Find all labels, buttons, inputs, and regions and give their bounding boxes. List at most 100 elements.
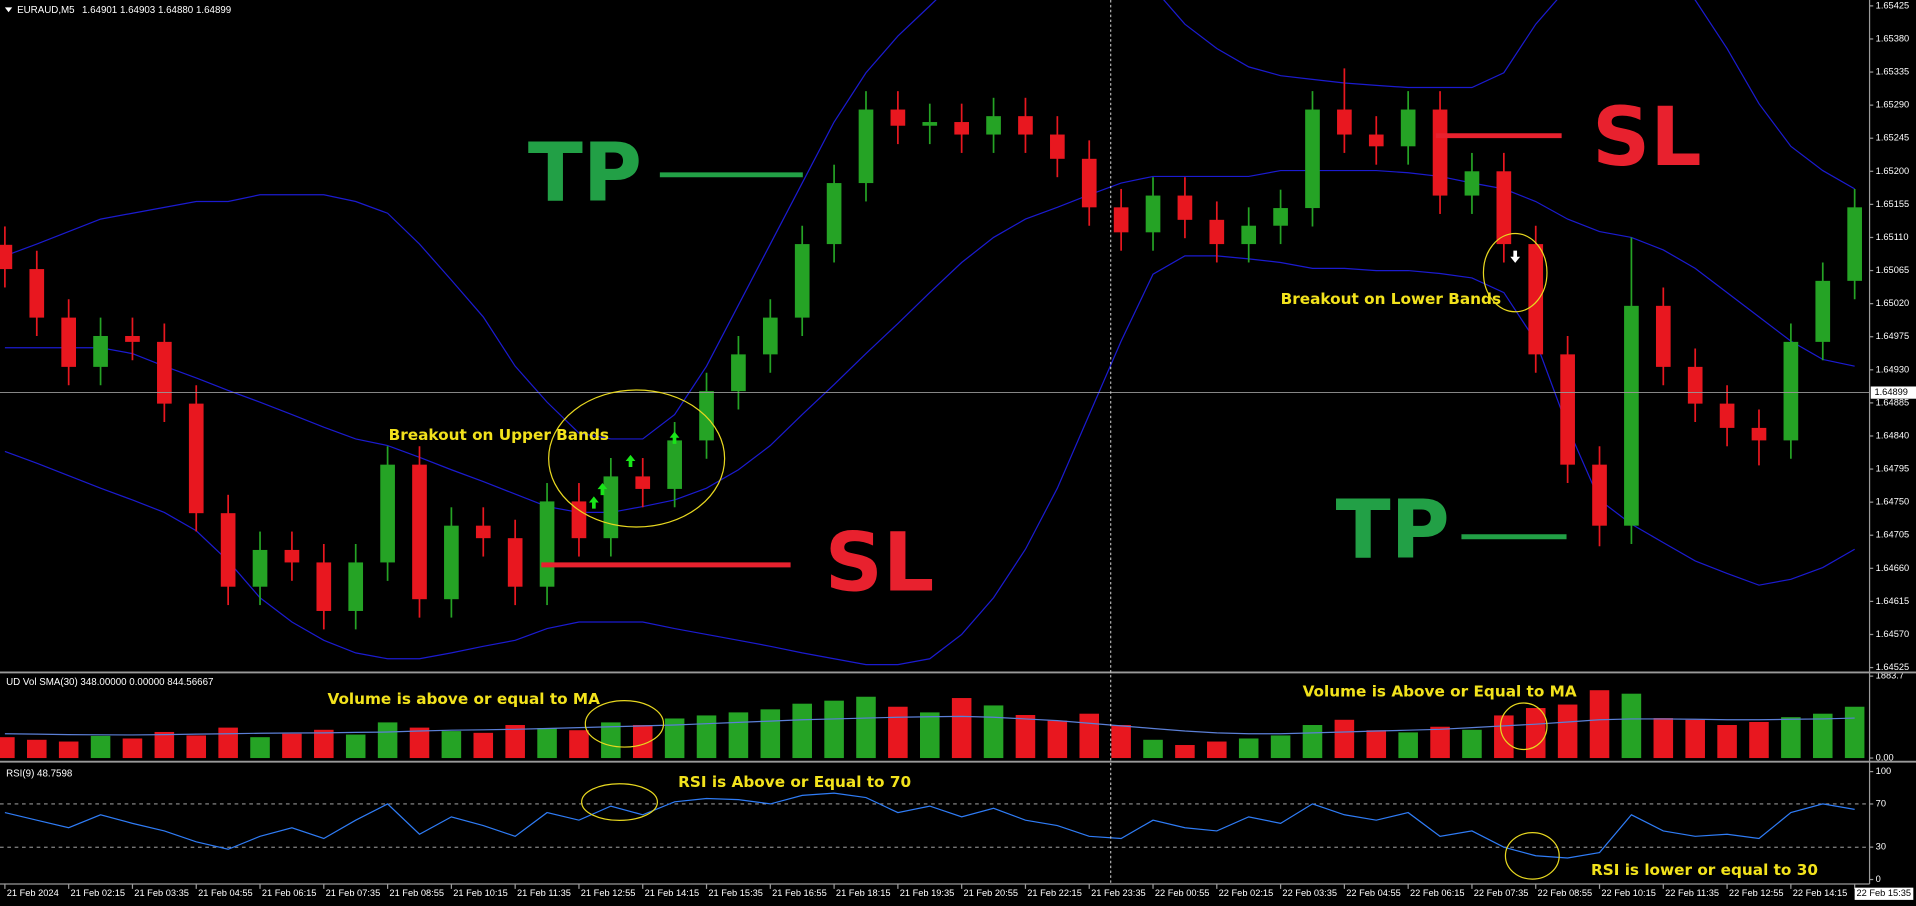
x-tick-label: 22 Feb 08:55 xyxy=(1538,888,1593,898)
volume-bar xyxy=(888,706,908,759)
candle-body xyxy=(1496,171,1512,245)
x-tick-label: 22 Feb 07:35 xyxy=(1474,888,1529,898)
volume-bar xyxy=(1525,708,1546,759)
candle-body xyxy=(571,501,587,539)
candle-body xyxy=(412,464,427,600)
buy-arrow xyxy=(625,454,636,468)
volume-bar xyxy=(186,735,207,759)
y-tick-label: 1.64660 xyxy=(1876,563,1909,573)
y-tick-label: 1.64975 xyxy=(1876,331,1909,341)
x-tick-label: 21 Feb 03:35 xyxy=(134,888,189,898)
candle-body xyxy=(762,317,778,355)
y-tick-label: 1883.7 xyxy=(1876,671,1904,681)
y-tick-label: 0 xyxy=(1876,874,1881,884)
candle-body xyxy=(890,109,906,126)
volume-bar xyxy=(1653,718,1674,759)
candle-body xyxy=(1432,109,1448,196)
candle-body xyxy=(539,501,555,587)
candle-body xyxy=(858,109,874,184)
rsi-line xyxy=(4,792,1855,859)
volume-bar xyxy=(1717,725,1737,759)
quote: 1.64901 1.64903 1.64880 1.64899 xyxy=(82,4,231,15)
y-tick-label: 1.64570 xyxy=(1876,629,1909,639)
menu-triangle[interactable] xyxy=(4,7,13,13)
y-tick-label: 1.65065 xyxy=(1876,265,1909,275)
y-tick-label: 1.65155 xyxy=(1876,199,1909,209)
x-tick-label: 21 Feb 11:35 xyxy=(517,888,571,898)
volume-bar xyxy=(728,712,749,759)
volume-bar xyxy=(1366,730,1387,759)
x-tick-label: 22 Feb 03:35 xyxy=(1282,888,1337,898)
y-tick-label: 1.64615 xyxy=(1876,596,1909,606)
symbol: EURAUD,M5 xyxy=(17,4,75,15)
volume-bar xyxy=(983,705,1004,759)
candle-body xyxy=(826,183,842,245)
candle-body xyxy=(348,562,364,611)
current-price-label: 1.64899 xyxy=(1874,387,1907,397)
y-tick-label: 1.65200 xyxy=(1876,166,1909,176)
x-tick-label: 21 Feb 19:35 xyxy=(900,888,955,898)
candle-body xyxy=(220,513,236,587)
candle-body xyxy=(125,335,140,342)
candle-body xyxy=(1560,354,1575,465)
highlight-ellipses xyxy=(548,232,1560,880)
candle-body xyxy=(507,538,523,587)
volume-bar xyxy=(1685,719,1705,759)
candle-body xyxy=(1687,366,1703,404)
volume-bar xyxy=(1047,720,1068,759)
y-tick-label: 1.65425 xyxy=(1876,0,1909,10)
candle-body xyxy=(794,244,810,318)
y-tick-label: 1.64795 xyxy=(1876,464,1909,474)
candle-body xyxy=(1592,464,1607,526)
y-tick-label: 1.65335 xyxy=(1876,67,1909,77)
candle-body xyxy=(1751,427,1767,441)
volume-bar xyxy=(0,737,15,759)
volume-title: UD Vol SMA(30) 348.00000 0.00000 844.566… xyxy=(6,677,213,688)
sl-label: SL xyxy=(825,516,934,610)
x-tick-label: 21 Feb 18:15 xyxy=(836,888,891,898)
volume-bar xyxy=(537,728,557,759)
volume-bar xyxy=(505,725,525,759)
volume-bar xyxy=(1207,741,1227,759)
x-tick-label: 21 Feb 04:55 xyxy=(198,888,253,898)
y-tick-label: 1.64930 xyxy=(1876,364,1909,374)
tp-label: TP xyxy=(528,126,642,220)
volume-bar xyxy=(569,730,589,759)
x-tick-label: 21 Feb 20:55 xyxy=(963,888,1018,898)
sell-arrow xyxy=(1510,250,1521,263)
x-tick-label: 22 Feb 15:35 xyxy=(1856,888,1911,898)
volume-bar xyxy=(760,709,781,759)
annotation: Breakout on Upper Bands xyxy=(389,426,609,444)
volume-bar xyxy=(473,732,494,759)
x-tick-label: 22 Feb 14:15 xyxy=(1793,888,1848,898)
candle-body xyxy=(380,464,395,563)
candle-body xyxy=(635,476,651,489)
volume-bar xyxy=(58,741,79,759)
candle-body xyxy=(1018,116,1033,135)
candle-body xyxy=(316,562,332,611)
volume-bar xyxy=(1494,715,1514,759)
candle-body xyxy=(188,403,204,514)
x-tick-label: 22 Feb 11:35 xyxy=(1665,888,1719,898)
ellipse xyxy=(584,699,665,748)
candle-body xyxy=(1145,195,1161,233)
volume-bar xyxy=(1079,713,1100,759)
volume-bar xyxy=(824,700,844,759)
x-tick-label: 21 Feb 23:35 xyxy=(1091,888,1146,898)
volume-bar xyxy=(1111,725,1131,759)
y-tick-label: 1.65380 xyxy=(1876,33,1909,43)
candle-body xyxy=(1177,195,1193,220)
x-tick-label: 22 Feb 04:55 xyxy=(1346,888,1401,898)
volume-bar xyxy=(154,731,175,759)
candle-body xyxy=(1241,225,1257,245)
current-price-box xyxy=(1870,386,1916,399)
y-tick-label: 1.64705 xyxy=(1876,530,1909,540)
candle-body xyxy=(284,549,300,563)
candle-body xyxy=(1528,244,1544,355)
volume-bar xyxy=(218,727,238,759)
volume-bar xyxy=(377,722,398,759)
candle-body xyxy=(954,122,969,135)
x-tick-label: 21 Feb 16:55 xyxy=(772,888,827,898)
